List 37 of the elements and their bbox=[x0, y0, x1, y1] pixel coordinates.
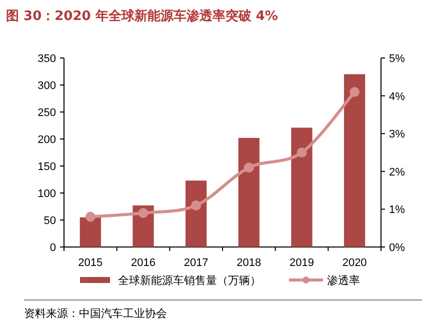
y2-tick-label: 2% bbox=[389, 166, 406, 178]
point bbox=[296, 148, 307, 158]
chart-title: 图 30：2020 年全球新能源车渗透率突破 4% bbox=[6, 8, 278, 24]
y-tick-label: 150 bbox=[38, 161, 56, 173]
point bbox=[191, 200, 202, 210]
y-tick-label: 350 bbox=[38, 53, 56, 65]
x-tick-label: 2017 bbox=[184, 257, 208, 269]
point bbox=[85, 212, 96, 222]
y2-tick-label: 4% bbox=[389, 90, 406, 103]
text: 资料来源：中国汽车工业协会 bbox=[24, 307, 167, 320]
y-tick-label: 50 bbox=[44, 215, 56, 227]
x-tick-label: 2020 bbox=[342, 257, 367, 269]
bar bbox=[291, 128, 312, 247]
legend-label: 全球新能源车销售量（万辆） bbox=[118, 274, 261, 287]
legend-渗透率: 渗透率 bbox=[289, 274, 360, 287]
x-tick-label: 2019 bbox=[290, 257, 314, 269]
y-tick-label: 0 bbox=[50, 242, 56, 254]
y-tick-label: 200 bbox=[38, 134, 56, 146]
y-tick-label: 100 bbox=[38, 188, 56, 200]
legend-全球新能源车销售量（万辆）: 全球新能源车销售量（万辆） bbox=[80, 274, 261, 287]
bar bbox=[238, 138, 260, 247]
point bbox=[138, 208, 148, 218]
legend-label: 渗透率 bbox=[327, 274, 360, 287]
x-tick-label: 2018 bbox=[236, 257, 262, 269]
bar bbox=[80, 217, 101, 247]
x-tick-label: 2016 bbox=[131, 257, 156, 269]
bar bbox=[186, 180, 207, 247]
y2-tick-label: 3% bbox=[389, 128, 406, 141]
y2-tick-label: 1% bbox=[389, 204, 406, 216]
point bbox=[350, 87, 360, 98]
x-tick-label: 2015 bbox=[78, 257, 103, 269]
y-tick-label: 250 bbox=[38, 107, 56, 119]
y2-tick-label: 0% bbox=[389, 242, 406, 254]
point bbox=[244, 162, 254, 173]
y2-tick-label: 5% bbox=[389, 53, 406, 65]
bar bbox=[344, 74, 366, 247]
y-tick-label: 300 bbox=[38, 80, 56, 92]
